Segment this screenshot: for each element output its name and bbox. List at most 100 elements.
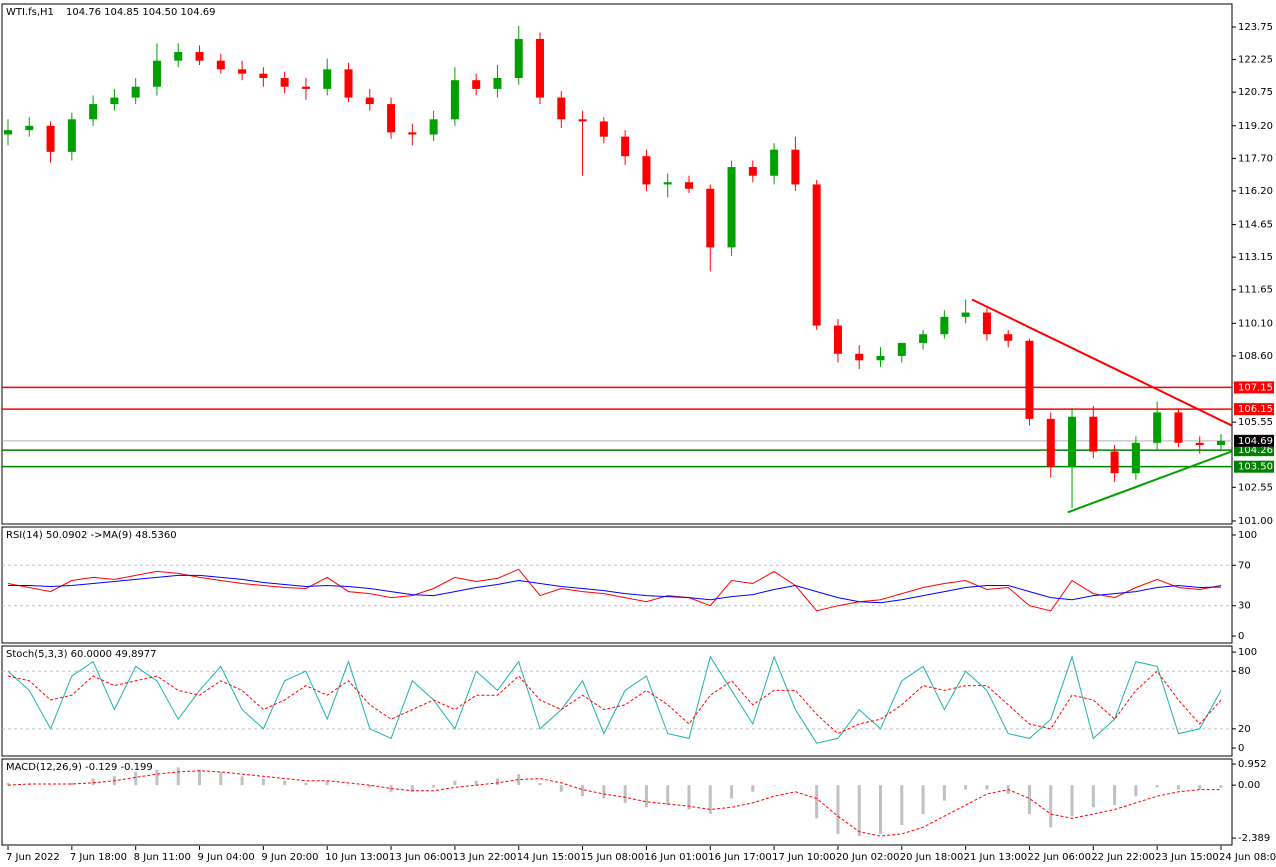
histogram-bar (815, 785, 819, 819)
y-tick-label: 111.65 (1238, 285, 1273, 296)
panel-title: MACD(12,26,9) -0.129 -0.199 (6, 762, 153, 773)
histogram-bar (176, 767, 180, 786)
y-tick-label: 110.10 (1238, 318, 1273, 329)
candle-body (1110, 451, 1119, 474)
histogram-bar (27, 784, 31, 786)
x-tick-label: 17 Jun 10:00 (772, 852, 836, 863)
candle-body (706, 188, 715, 248)
candle-body (770, 149, 779, 176)
candle-body (89, 104, 98, 120)
histogram-bar (346, 785, 350, 786)
y-tick-label: 100 (1238, 530, 1257, 541)
candle-body (110, 97, 119, 105)
histogram-bar (283, 780, 287, 786)
x-tick-label: 9 Jun 04:00 (198, 852, 255, 863)
candle-body (897, 342, 906, 356)
histogram-bar (6, 782, 10, 786)
histogram-bar (602, 785, 606, 799)
y-tick-label: 122.25 (1238, 55, 1273, 66)
level-label-bg (1234, 460, 1274, 473)
histogram-bar (857, 785, 861, 837)
histogram-bar (240, 776, 244, 786)
candle-body (131, 86, 140, 98)
y-tick-label: 113.15 (1238, 252, 1273, 263)
histogram-bar (1091, 785, 1095, 808)
x-tick-label: 7 Jun 18:00 (70, 852, 127, 863)
candle-body (876, 355, 885, 361)
plot (7, 568, 1222, 612)
plot (2, 25, 1232, 514)
histogram-bar (368, 785, 372, 788)
candle-body (429, 119, 438, 135)
x-tick-label: 10 Jun 13:00 (325, 852, 389, 863)
candle-body (855, 353, 864, 361)
candle-body (238, 69, 247, 74)
histogram-bar (198, 769, 202, 786)
histogram-bar (751, 785, 755, 792)
histogram-bar (1113, 785, 1117, 806)
candle-body (408, 132, 417, 135)
candle-body (365, 97, 374, 105)
level-label: 104.26 (1238, 445, 1273, 456)
histogram-bar (49, 785, 53, 786)
histogram-bar (666, 785, 670, 806)
y-tick-label: 102.55 (1238, 482, 1273, 493)
candle-body (472, 80, 481, 89)
candle-body (259, 73, 268, 79)
candle-body (450, 80, 459, 120)
panel-subtitle: 104.76 104.85 104.50 104.69 (66, 7, 216, 18)
histogram-bar (793, 785, 797, 786)
candle-body (25, 125, 34, 131)
trend-line (971, 298, 1232, 427)
y-tick-label: 105.55 (1238, 417, 1273, 428)
current-price-bg (1234, 434, 1274, 447)
candle-body (301, 86, 310, 89)
histogram-bar (581, 785, 585, 797)
histogram-bar (1134, 785, 1138, 797)
candle-body (4, 130, 12, 135)
histogram-bar (1219, 785, 1223, 789)
histogram-bar (1198, 785, 1202, 790)
x-tick-label: 16 Jun 01:00 (644, 852, 708, 863)
candle-body (344, 69, 353, 98)
candle-body (684, 182, 693, 189)
candle-body (46, 125, 55, 152)
y-tick-label: 114.65 (1238, 220, 1273, 231)
y-tick-label: 100 (1238, 647, 1257, 658)
panel-frame (1, 526, 1233, 644)
candle-body (67, 119, 76, 152)
histogram-bar (985, 785, 989, 790)
x-tick-label: 24 Jun 08:00 (1219, 852, 1276, 863)
candle-body (1068, 416, 1077, 467)
x-tick-label: 16 Jun 17:00 (708, 852, 772, 863)
level-label-bg (1234, 444, 1274, 457)
histogram-bar (559, 785, 563, 792)
histogram-bar (644, 785, 648, 808)
candle-body (1089, 416, 1098, 452)
histogram-bar (219, 771, 223, 786)
y-tick-label: 0 (1238, 743, 1244, 754)
candle-body (195, 51, 204, 61)
y-tick-label: 120.75 (1238, 87, 1273, 98)
y-tick-label: 116.20 (1238, 186, 1273, 197)
candle-body (642, 156, 651, 185)
candle-body (919, 334, 928, 343)
x-tick-label: 9 Jun 20:00 (261, 852, 318, 863)
candle-body (982, 312, 991, 335)
x-tick-label: 7 Jun 2022 (6, 852, 60, 863)
x-tick-label: 21 Jun 13:00 (964, 852, 1028, 863)
candle-body (323, 69, 332, 89)
indicator-line (7, 770, 1221, 837)
current-price-label: 104.69 (1238, 436, 1273, 447)
y-tick-label: 20 (1238, 724, 1251, 735)
y-tick-label: 123.75 (1238, 22, 1273, 33)
y-tick-label: 117.70 (1238, 153, 1273, 164)
candle-body (599, 121, 608, 137)
y-tick-label: 30 (1238, 601, 1251, 612)
level-label: 107.15 (1238, 382, 1273, 393)
histogram-bar (623, 785, 627, 803)
panel-frame (1, 758, 1233, 846)
y-tick-label: 108.60 (1238, 351, 1273, 362)
histogram-bar (1027, 785, 1031, 814)
